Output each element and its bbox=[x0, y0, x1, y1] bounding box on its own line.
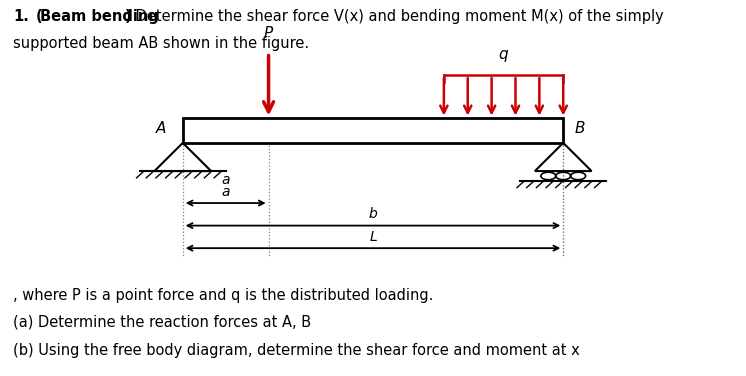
Text: 1.: 1. bbox=[13, 9, 29, 24]
Text: ): ) bbox=[125, 9, 131, 24]
Text: b: b bbox=[369, 207, 377, 221]
Text: A: A bbox=[156, 121, 166, 136]
Bar bbox=[183, 118, 563, 143]
Text: B: B bbox=[574, 121, 585, 136]
Text: supported beam AB shown in the figure.: supported beam AB shown in the figure. bbox=[13, 36, 310, 51]
Text: L: L bbox=[369, 230, 377, 244]
Text: a: a bbox=[222, 185, 230, 199]
Text: Determine the shear force V(x) and bending moment M(x) of the simply: Determine the shear force V(x) and bendi… bbox=[131, 9, 663, 24]
Text: , where P is a point force and q is the distributed loading.: , where P is a point force and q is the … bbox=[13, 288, 434, 303]
Text: (a) Determine the reaction forces at A, B: (a) Determine the reaction forces at A, … bbox=[13, 315, 312, 330]
Text: (b) Using the free body diagram, determine the shear force and moment at x: (b) Using the free body diagram, determi… bbox=[13, 343, 580, 358]
Text: a: a bbox=[222, 173, 230, 187]
Text: q: q bbox=[499, 47, 508, 62]
Text: (: ( bbox=[36, 9, 43, 24]
Text: Beam bending: Beam bending bbox=[40, 9, 159, 24]
Text: P: P bbox=[264, 26, 273, 41]
